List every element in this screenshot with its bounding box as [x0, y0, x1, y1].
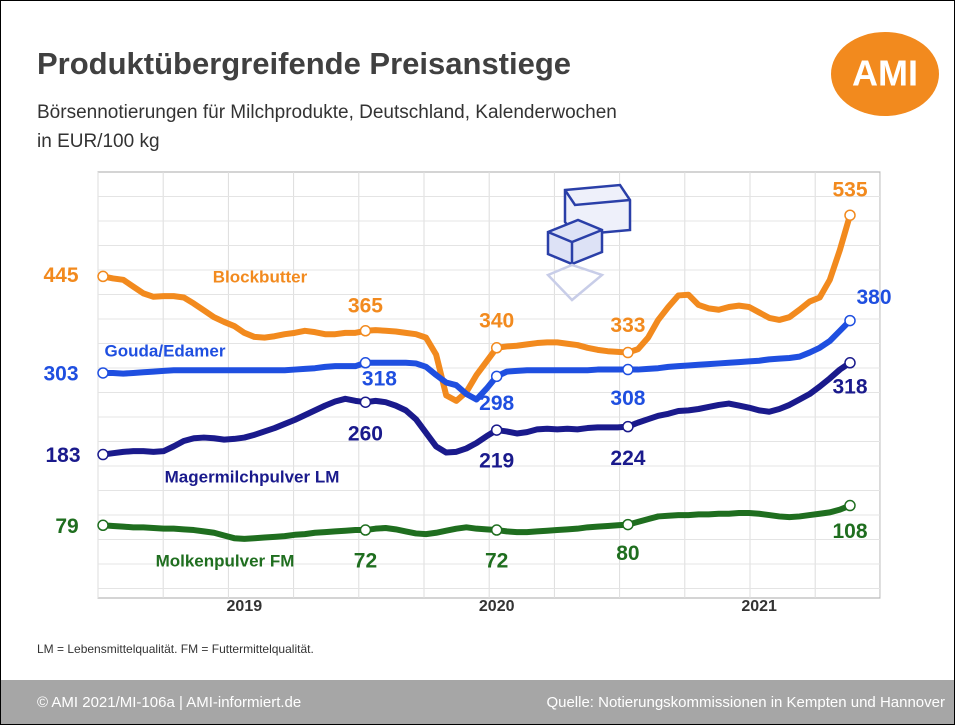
cheese-edge [563, 189, 631, 207]
point-marker [359, 325, 372, 337]
data-label: 308 [610, 387, 645, 410]
point-marker [490, 370, 503, 383]
point-marker [490, 424, 503, 436]
series-label: Blockbutter [213, 267, 308, 286]
x-tick-label: 2019 [227, 598, 263, 615]
series-line [100, 212, 853, 404]
point-marker [97, 270, 109, 283]
point-marker [622, 346, 634, 359]
subtitle: Börsennotierungen für Milchprodukte, Deu… [37, 102, 617, 123]
data-label: 303 [43, 363, 78, 386]
point-marker [844, 209, 856, 221]
data-label: 72 [354, 550, 377, 573]
data-label: 183 [45, 444, 80, 467]
x-tick-label: 2021 [741, 598, 777, 615]
title: Produktübergreifende Preisanstiege [37, 46, 571, 81]
data-label: 79 [55, 515, 78, 538]
point-marker [97, 448, 109, 461]
point-marker [622, 363, 634, 376]
logo [831, 32, 939, 116]
footer-bar [1, 680, 954, 724]
point-marker [490, 342, 503, 354]
subtitle: in EUR/100 kg [37, 131, 160, 152]
data-label: 535 [832, 179, 867, 202]
data-label: 445 [43, 264, 78, 287]
series-label: Gouda/Edamer [105, 341, 226, 360]
series-line [100, 502, 853, 542]
data-label: 108 [832, 520, 867, 543]
series-label: Magermilchpulver LM [165, 467, 340, 486]
logo-text: AMI [852, 53, 918, 94]
point-marker [844, 357, 856, 369]
data-label: 333 [610, 314, 645, 337]
point-marker [490, 524, 503, 536]
footer-left: © AMI 2021/MI-106a | AMI-informiert.de [37, 694, 301, 711]
data-label: 298 [479, 392, 514, 415]
point-marker [97, 367, 109, 379]
reflection [545, 263, 605, 302]
data-label: 340 [479, 309, 514, 332]
data-label: 72 [485, 550, 508, 573]
data-label: 224 [610, 447, 645, 470]
data-label: 318 [832, 375, 867, 398]
point-marker [844, 499, 856, 512]
data-label: 80 [616, 542, 639, 565]
series-line [100, 317, 853, 403]
point-marker [622, 420, 634, 433]
data-label: 380 [856, 286, 891, 309]
series-label: Molkenpulver FM [156, 551, 295, 570]
data-label: 318 [362, 367, 397, 390]
data-label: 219 [479, 450, 514, 473]
point-marker [359, 524, 372, 536]
data-label: 365 [348, 294, 383, 317]
data-label: 260 [348, 423, 383, 446]
point-marker [97, 519, 109, 532]
point-marker [844, 314, 856, 327]
note: LM = Lebensmittelqualität. FM = Futtermi… [37, 642, 314, 656]
footer-right: Quelle: Notierungskommissionen in Kempte… [546, 694, 945, 711]
butter-edge [547, 228, 603, 264]
series-line [100, 359, 853, 458]
x-tick-label: 2020 [479, 598, 515, 615]
point-marker [359, 357, 372, 369]
point-marker [359, 396, 372, 408]
point-marker [622, 518, 634, 531]
cheese-icon [545, 183, 632, 302]
